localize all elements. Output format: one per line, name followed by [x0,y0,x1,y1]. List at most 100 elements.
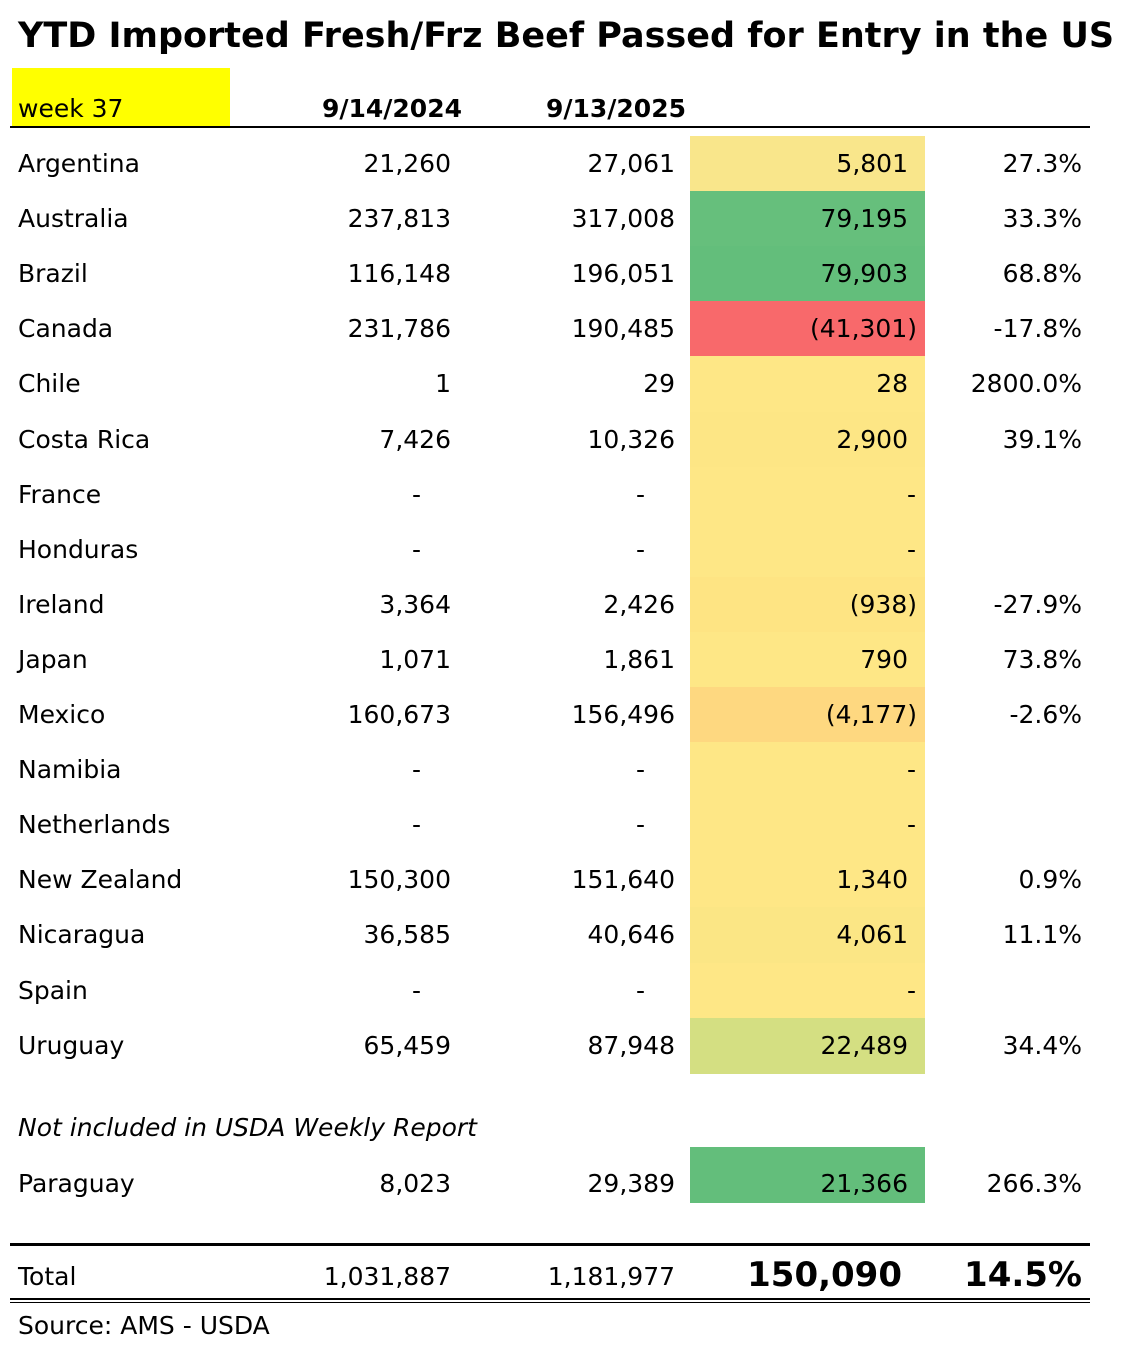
difference-cell [690,466,925,523]
value: 29,389 [587,1169,675,1198]
value: 190,485 [571,314,675,344]
difference: - [906,810,916,840]
row-label: Japan [18,644,88,674]
difference: 28 [876,369,908,399]
value: - [411,810,421,840]
value: 317,008 [571,204,675,234]
difference: 4,061 [836,920,908,950]
value: 87,948 [587,1030,675,1060]
difference-cell [690,356,925,413]
row-label: Spain [18,975,88,1005]
percent-change: 68.8% [1002,259,1082,289]
value: - [411,479,421,509]
value: 160,673 [347,700,451,729]
value: - [635,810,645,840]
difference: 79,195 [820,204,908,234]
total-value: 1,181,977 [547,1262,675,1291]
difference: - [906,534,916,564]
header-rule [10,126,1090,128]
difference-cell [690,742,925,799]
percent-change: 2800.0% [970,369,1082,399]
week-highlight [12,68,230,126]
total-rule [10,1298,1090,1300]
difference: 1,340 [836,865,908,895]
value: 27,061 [587,149,675,178]
difference-cell [690,1017,925,1074]
value: - [635,975,645,1005]
percent-change: 11.1% [1002,920,1082,950]
row-label: France [18,479,102,509]
row-label: Argentina [18,149,140,178]
row-label: Namibia [18,755,122,785]
percent-change: -17.8% [993,314,1082,344]
percent-change: -27.9% [993,589,1082,619]
value: 151,640 [571,865,675,895]
value: - [411,975,421,1005]
value: 1,861 [603,644,675,674]
difference: 2,900 [836,424,908,454]
value: 65,459 [363,1030,451,1060]
row-label: Canada [18,314,114,344]
value: - [411,755,421,785]
difference-cell [690,1147,925,1203]
value: 21,260 [363,149,451,178]
difference-cell [690,301,925,358]
value: - [635,755,645,785]
value: - [411,534,421,564]
total-value: 150,090 [747,1255,902,1295]
percent-change: 33.3% [1002,204,1082,234]
difference: 790 [860,644,908,674]
difference-cell [690,521,925,578]
percent-change: 27.3% [1002,149,1082,178]
percent-change: 39.1% [1002,424,1082,454]
percent-change: 73.8% [1002,644,1082,674]
percent-change: -2.6% [1009,700,1082,729]
difference: 5,801 [836,149,908,178]
row-label: Chile [18,369,81,399]
value: 29 [643,369,675,399]
total-rule [10,1243,1090,1246]
difference-cell [690,962,925,1019]
value: 116,148 [347,259,451,289]
row-label: Mexico [18,700,106,729]
difference: - [906,479,916,509]
difference-cell [690,907,925,964]
difference: (4,177) [825,700,917,729]
value: - [635,479,645,509]
total-value: 14.5% [964,1255,1082,1295]
value: 8,023 [379,1169,451,1198]
percent-change: 34.4% [1002,1030,1082,1060]
week-label: week 37 [18,94,124,123]
column-header: 9/13/2025 [545,94,686,123]
difference: (41,301) [810,314,917,344]
difference-cell [690,687,925,743]
difference-cell [690,246,925,303]
difference: - [906,755,916,785]
total-label: Total [18,1262,77,1291]
difference-cell [690,797,925,854]
total-rule [10,1302,1090,1303]
value: 237,813 [347,204,451,234]
row-label: Ireland [18,589,105,619]
difference-cell [690,136,925,192]
value: 7,426 [379,424,451,454]
difference-cell [690,191,925,248]
value: 156,496 [571,700,675,729]
difference-cell [690,852,925,909]
row-label: Costa Rica [18,424,151,454]
value: 10,326 [587,424,675,454]
value: 231,786 [347,314,451,344]
row-label: Uruguay [18,1030,125,1060]
row-label: Brazil [18,259,88,289]
value: 196,051 [571,259,675,289]
row-label: Honduras [18,534,139,564]
difference: 21,366 [820,1169,908,1198]
note: Not included in USDA Weekly Report [18,1113,477,1142]
source: Source: AMS - USDA [18,1311,270,1340]
difference: - [906,975,916,1005]
total-value: 1,031,887 [323,1262,451,1291]
row-label: Netherlands [18,810,171,840]
row-label: Australia [18,204,129,234]
row-label: Nicaragua [18,920,146,950]
difference: 22,489 [820,1030,908,1060]
